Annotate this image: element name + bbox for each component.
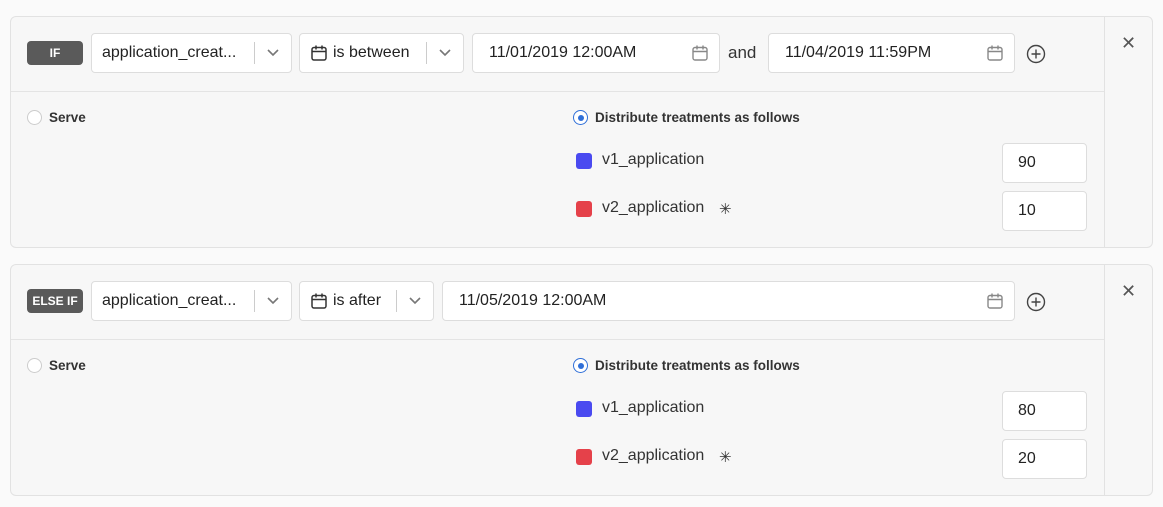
treatment-color-swatch — [576, 153, 592, 169]
treatment-name: v1_application — [602, 151, 705, 168]
start-date-input[interactable]: 11/01/2019 12:00AM — [472, 33, 720, 73]
distribute-label: Distribute treatments as follows — [595, 110, 800, 125]
date-input[interactable]: 11/05/2019 12:00AM — [442, 281, 1015, 321]
serve-radio[interactable] — [27, 110, 42, 125]
add-condition-icon[interactable] — [1026, 292, 1046, 312]
attribute-value: application_creat... — [102, 292, 237, 309]
operator-dropdown[interactable]: is between — [299, 33, 464, 73]
close-icon[interactable]: ✕ — [1121, 33, 1137, 53]
chevron-down-icon — [397, 297, 433, 305]
add-condition-icon[interactable] — [1026, 44, 1046, 64]
attribute-dropdown[interactable]: application_creat... — [91, 33, 292, 73]
and-label: and — [728, 43, 757, 62]
calendar-icon[interactable] — [691, 44, 709, 62]
chevron-down-icon — [427, 49, 463, 57]
treatment-color-swatch — [576, 401, 592, 417]
operator-value: is after — [333, 292, 382, 309]
rule-condition-row: IF application_creat... is between 11/01… — [11, 17, 1104, 92]
treatment-percent-input[interactable]: 20 — [1002, 439, 1087, 479]
attribute-dropdown[interactable]: application_creat... — [91, 281, 292, 321]
treatment-percent-input[interactable]: 90 — [1002, 143, 1087, 183]
date-value: 11/05/2019 12:00AM — [459, 292, 607, 309]
default-treatment-icon: ✳ — [719, 201, 732, 218]
chevron-down-icon — [255, 49, 291, 57]
start-date-value: 11/01/2019 12:00AM — [489, 44, 637, 61]
calendar-icon — [311, 45, 327, 61]
attribute-value: application_creat... — [102, 44, 237, 61]
treatment-percent-input[interactable]: 80 — [1002, 391, 1087, 431]
treatment-color-swatch — [576, 201, 592, 217]
treatment-percent-input[interactable]: 10 — [1002, 191, 1087, 231]
distribute-label: Distribute treatments as follows — [595, 358, 800, 373]
rule-block-else-if: ELSE IF application_creat... is after 11… — [10, 264, 1153, 496]
serve-radio[interactable] — [27, 358, 42, 373]
calendar-icon — [311, 293, 327, 309]
distribute-radio[interactable] — [573, 110, 588, 125]
operator-dropdown[interactable]: is after — [299, 281, 434, 321]
operator-value: is between — [333, 44, 410, 61]
default-treatment-icon: ✳ — [719, 449, 732, 466]
serve-label: Serve — [49, 358, 86, 373]
rule-condition-row: ELSE IF application_creat... is after 11… — [11, 265, 1104, 340]
end-date-value: 11/04/2019 11:59PM — [785, 44, 932, 61]
distribute-radio[interactable] — [573, 358, 588, 373]
close-icon[interactable]: ✕ — [1121, 281, 1137, 301]
else-if-badge: ELSE IF — [27, 289, 83, 313]
rule-block-if: IF application_creat... is between 11/01… — [10, 16, 1153, 248]
chevron-down-icon — [255, 297, 291, 305]
treatment-name: v2_application — [602, 447, 705, 464]
treatment-name: v1_application — [602, 399, 705, 416]
calendar-icon[interactable] — [986, 292, 1004, 310]
serve-label: Serve — [49, 110, 86, 125]
treatment-name: v2_application — [602, 199, 705, 216]
end-date-input[interactable]: 11/04/2019 11:59PM — [768, 33, 1015, 73]
calendar-icon[interactable] — [986, 44, 1004, 62]
treatment-color-swatch — [576, 449, 592, 465]
if-badge: IF — [27, 41, 83, 65]
